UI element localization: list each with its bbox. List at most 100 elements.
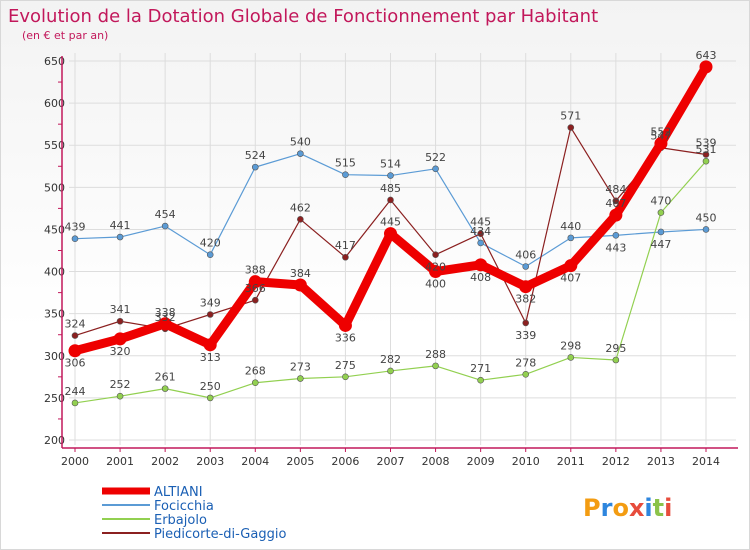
data-label: 288 [425,348,446,361]
data-label: 275 [335,359,356,372]
data-label: 406 [515,249,536,262]
data-label: 643 [696,49,717,62]
point-3-5 [297,216,304,223]
data-label: 306 [65,357,86,370]
data-label: 440 [560,220,581,233]
x-tick-label: 2001 [106,455,134,468]
point-0-4 [248,275,262,289]
chart-title: Evolution de la Dotation Globale de Fonc… [8,6,598,27]
point-1-11 [567,234,575,242]
y-tick-label: 500 [44,181,65,194]
proxiti-logo: Proxiti [583,494,672,522]
axes: 200 250 300 350 400 450 500 550 600 650 2000 2001 20… [44,55,738,468]
point-0-0 [68,344,82,358]
point-3-12 [612,197,620,205]
data-label: 445 [470,216,491,229]
point-0-14 [699,60,713,74]
data-label: 484 [605,183,626,196]
data-label: 462 [290,201,311,214]
point-2-14 [702,157,710,165]
data-label: 539 [696,136,717,149]
point-1-9 [477,239,484,247]
y-tick-label: 450 [44,223,65,236]
x-tick-label: 2005 [286,455,314,468]
point-3-6 [342,253,349,261]
logo-text: Proxiti [583,494,672,522]
data-label: 514 [380,158,401,171]
data-label: 417 [335,239,356,252]
point-1-2 [161,222,169,230]
data-label: 540 [290,136,311,149]
point-3-10 [522,319,530,327]
x-tick-label: 2009 [467,455,495,468]
legend: ALTIANIFocicchiaErbajoloPiedicorte-di-Ga… [102,485,286,542]
data-label: 336 [335,331,356,344]
series-lines [68,60,713,407]
legend-label: Focicchia [154,499,214,514]
data-label: 388 [245,264,266,277]
point-3-3 [206,311,214,318]
data-label: 420 [425,261,446,274]
data-label: 450 [696,211,717,224]
data-label: 273 [290,361,311,374]
data-label: 282 [380,353,401,366]
data-label: 341 [110,303,131,316]
grid [69,53,736,445]
data-label: 447 [650,238,671,251]
y-tick-label: 200 [44,434,65,447]
point-0-10 [519,280,533,294]
x-tick-label: 2007 [377,455,405,468]
data-label: 467 [605,197,626,210]
point-1-4 [251,163,259,171]
point-3-1 [116,317,124,325]
data-label: 547 [650,130,671,143]
data-label: 250 [200,380,221,393]
x-tick-label: 2006 [331,455,359,468]
data-label: 339 [515,329,536,342]
legend-label: Piedicorte-di-Gaggio [154,527,286,542]
x-tick-label: 2004 [241,455,269,468]
data-label: 338 [155,306,176,319]
data-label: 407 [560,272,581,285]
point-2-3 [206,394,214,402]
point-2-13 [657,209,665,216]
data-label: 366 [245,282,266,295]
x-tick-label: 2014 [692,455,720,468]
point-0-1 [113,332,127,346]
point-1-10 [522,263,530,270]
data-label: 443 [605,241,626,254]
point-1-1 [116,233,124,241]
point-2-12 [612,356,620,364]
data-label: 268 [245,365,266,378]
data-label: 382 [515,293,536,306]
point-0-8 [429,265,443,279]
data-label: 454 [155,208,176,221]
y-tick-label: 350 [44,308,65,321]
point-1-13 [657,228,665,236]
point-2-10 [522,371,530,378]
data-label: 400 [425,278,446,291]
y-tick-label: 300 [44,350,65,363]
point-2-8 [432,362,439,370]
data-label: 320 [110,345,131,358]
data-label: 420 [200,237,221,250]
x-tick-label: 2008 [422,455,450,468]
data-label: 278 [515,356,536,369]
point-2-2 [161,385,169,392]
data-label: 408 [470,271,491,284]
x-tick-label: 2012 [602,455,630,468]
y-tick-label: 400 [44,266,65,279]
data-label: 324 [65,318,86,331]
point-0-13 [654,137,668,151]
point-0-2 [158,317,172,331]
point-2-7 [387,367,394,375]
point-3-14 [702,151,710,158]
data-label: 384 [290,267,311,280]
data-label: 298 [560,339,581,352]
y-tick-label: 600 [44,97,65,110]
point-0-5 [293,278,307,292]
data-label: 252 [110,378,131,391]
point-0-11 [564,259,578,273]
data-label: 515 [335,157,356,170]
data-label: 439 [65,221,86,234]
